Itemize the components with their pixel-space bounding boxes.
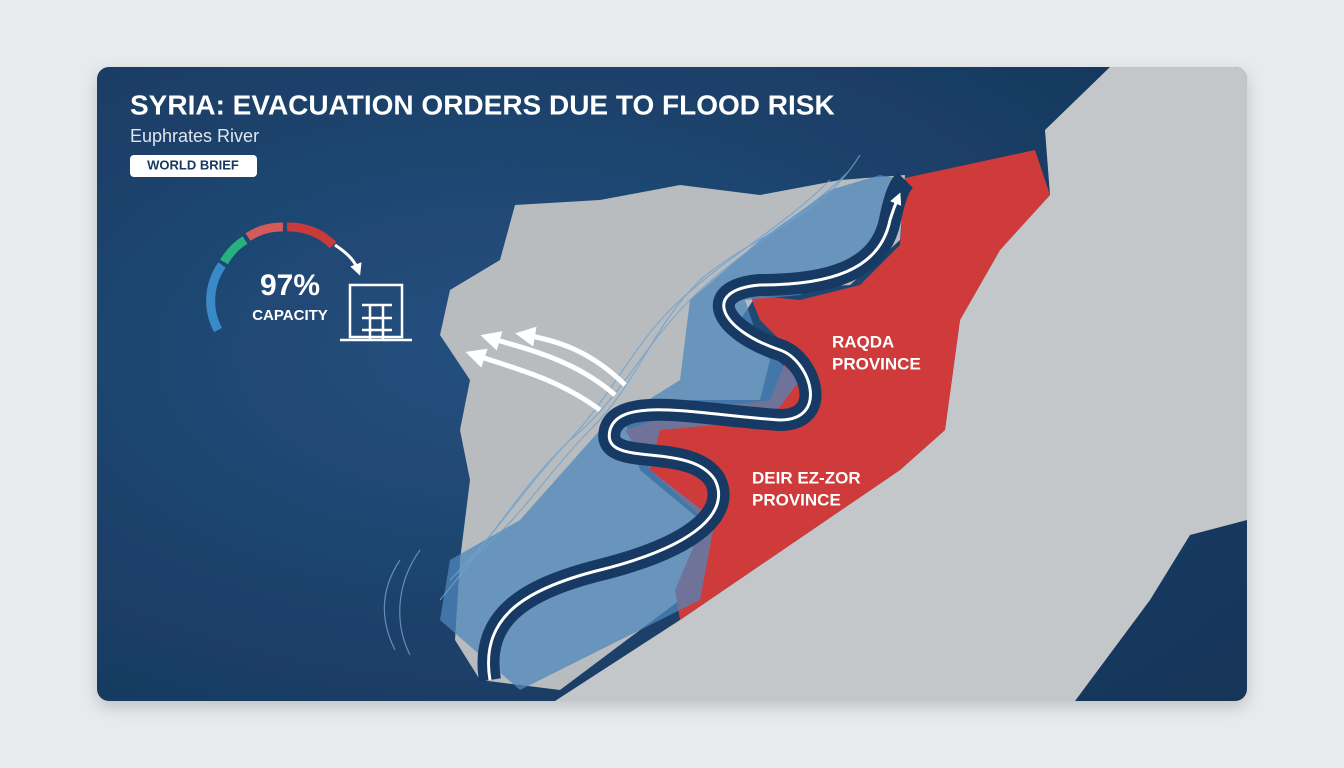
flood-zone [440,175,905,690]
east-land [555,67,1247,701]
dam-icon [340,283,412,342]
region-label: RAQDA [832,332,894,351]
map [383,67,1247,701]
region-label: DEIR EZ-ZOR [752,468,861,487]
region-label: PROVINCE [752,490,841,509]
gauge-label: CAPACITY [252,307,328,324]
title: SYRIA: EVACUATION ORDERS DUE TO FLOOD RI… [130,89,835,120]
gauge [206,222,337,333]
region-label: PROVINCE [832,354,921,373]
red-region [625,150,1050,620]
badge-bg [130,155,257,177]
gauge-value: 97% [260,269,320,302]
badge: WORLD BRIEF [147,157,239,172]
subtitle: Euphrates River [130,126,259,146]
evacuation-arrows [465,326,627,413]
gauge-arrow [334,243,362,276]
flow-lines [383,154,861,656]
river-arrow [487,192,902,681]
